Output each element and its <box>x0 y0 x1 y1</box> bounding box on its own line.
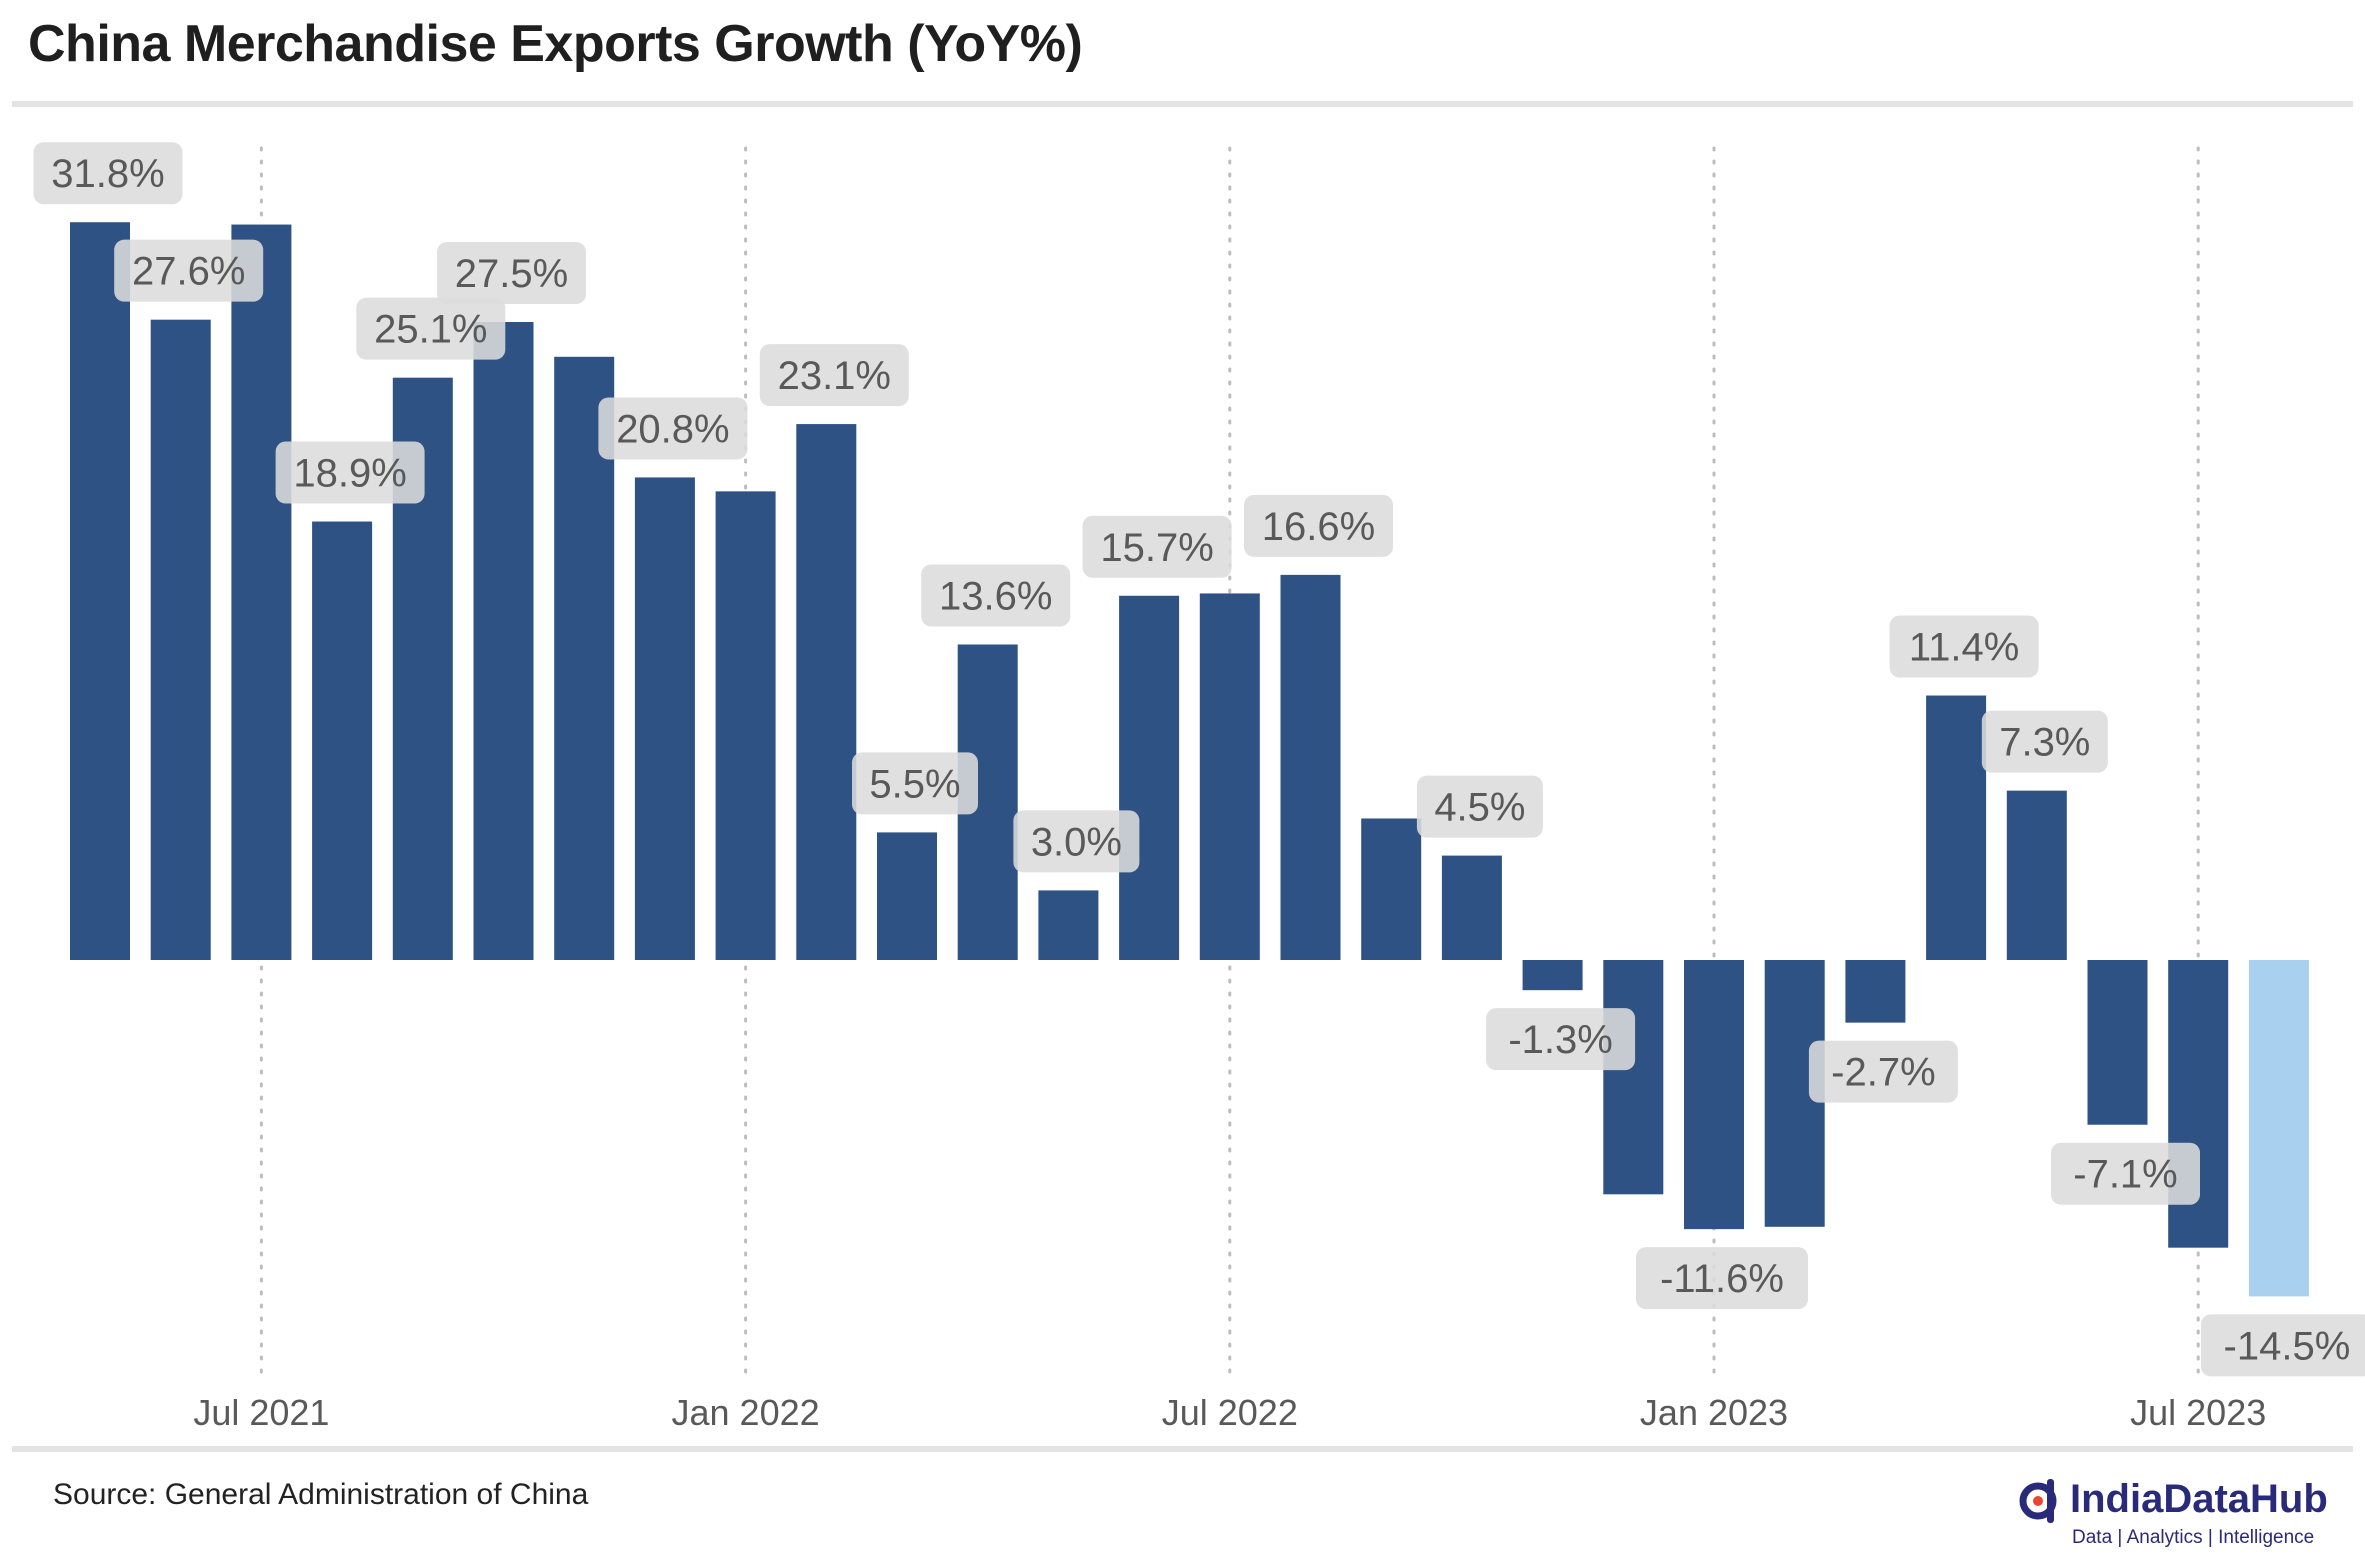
data-label: -14.5% <box>2224 1324 2351 1368</box>
bottom-divider <box>12 1446 2353 1452</box>
data-label: 23.1% <box>778 354 891 398</box>
data-label-box <box>759 344 909 407</box>
bar <box>1684 960 1744 1230</box>
bar <box>1845 960 1906 1023</box>
data-label-box <box>1486 1008 1636 1071</box>
data-label-box <box>114 239 264 302</box>
top-divider <box>12 101 2353 107</box>
data-label-box <box>1808 1040 1958 1103</box>
bar <box>150 319 211 960</box>
data-label: 16.6% <box>1262 505 1375 549</box>
data-label-box <box>356 297 506 360</box>
bar <box>2006 790 2067 960</box>
bar <box>796 424 857 961</box>
data-label-box <box>2051 1142 2200 1205</box>
data-label: 27.5% <box>455 252 568 296</box>
bar <box>1280 574 1341 960</box>
data-label-box <box>1416 775 1543 838</box>
data-label-box <box>852 752 978 815</box>
data-label-box <box>275 441 425 504</box>
bar <box>312 521 373 960</box>
data-label-box <box>33 142 183 205</box>
chart-title: China Merchandise Exports Growth (YoY%) <box>28 15 1083 73</box>
bar <box>877 832 937 960</box>
source-note: Source: General Administration of China <box>53 1478 589 1511</box>
logo-tagline: Data | Analytics | Intelligence <box>2072 1527 2315 1548</box>
data-label: 25.1% <box>374 308 487 352</box>
data-label: 18.9% <box>293 452 406 496</box>
data-label: 27.6% <box>132 250 245 294</box>
x-tick-label: Jul 2022 <box>1162 1392 1298 1433</box>
data-label-box <box>2200 1314 2365 1377</box>
bar <box>473 322 534 960</box>
bar-chart: Jul 2021 Jan 2022 Jul 2022 Jan 2023 Jul 2023… <box>33 142 2365 1433</box>
data-label: 20.8% <box>616 407 729 451</box>
data-label: 13.6% <box>939 574 1052 618</box>
bar <box>1926 695 1987 960</box>
data-label-box <box>1981 710 2108 773</box>
data-label: 31.8% <box>51 152 164 196</box>
bar <box>1361 818 1422 960</box>
bar <box>1441 855 1502 960</box>
bar <box>1603 960 1664 1195</box>
data-label: 5.5% <box>869 762 960 806</box>
x-tick-label: Jul 2021 <box>193 1392 329 1433</box>
bar <box>1522 960 1583 991</box>
bar <box>634 477 695 960</box>
data-label: 15.7% <box>1100 526 1213 570</box>
data-label-box <box>1244 494 1393 557</box>
data-label-box <box>921 564 1071 627</box>
bar <box>70 222 130 961</box>
data-label: 3.0% <box>1031 820 1122 864</box>
data-label-box <box>1889 615 2039 678</box>
data-label-box <box>598 397 748 460</box>
bar <box>2248 960 2309 1297</box>
indiadatahub-logo: IndiaDataHub Data | Analytics | Intellig… <box>2018 1477 2348 1557</box>
data-label: -7.1% <box>2073 1153 2178 1197</box>
x-tick-label: Jan 2022 <box>672 1392 820 1433</box>
data-label-box <box>1082 515 1232 578</box>
logo-mark-icon <box>2019 1479 2057 1523</box>
data-label: 11.4% <box>1909 626 2019 670</box>
data-label: -11.6% <box>1660 1257 1784 1301</box>
data-label: -1.3% <box>1508 1018 1613 1062</box>
x-tick-label: Jul 2023 <box>2130 1392 2266 1433</box>
logo-name: IndiaDataHub <box>2070 1477 2328 1521</box>
data-label-box <box>1013 810 1140 873</box>
bar <box>231 224 292 960</box>
bar <box>1199 593 1260 960</box>
bar <box>1119 595 1180 960</box>
data-label-box <box>437 242 586 304</box>
data-label: 4.5% <box>1434 786 1525 830</box>
x-tick-label: Jan 2023 <box>1640 1392 1788 1433</box>
data-label-box <box>1636 1247 1808 1310</box>
bar <box>1038 890 1099 960</box>
bar <box>715 491 776 960</box>
bar <box>2087 960 2148 1125</box>
data-label: 7.3% <box>1999 721 2090 765</box>
data-label: -2.7% <box>1831 1051 1936 1095</box>
